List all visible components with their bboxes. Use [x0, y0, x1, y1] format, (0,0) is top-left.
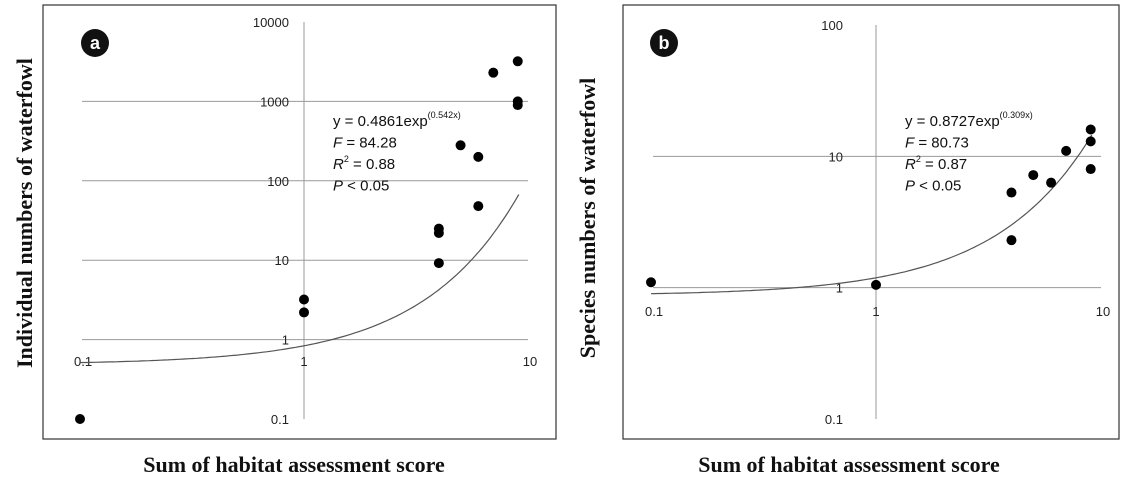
r-superscript: 2	[344, 154, 349, 164]
x-tick-label: 10	[1096, 304, 1110, 319]
y-tick-label: 100	[267, 174, 289, 189]
x-tick-label: 10	[523, 354, 537, 369]
r-symbol: R	[333, 156, 344, 173]
x-tick-label: 0.1	[645, 304, 663, 319]
r-value: = 0.88	[349, 156, 395, 173]
data-point	[1006, 235, 1017, 246]
data-point	[1046, 177, 1057, 188]
f-symbol: F	[333, 135, 343, 152]
p-value: P < 0.05	[905, 178, 961, 195]
y-tick-label: 1	[836, 281, 843, 296]
x-tick-label: 1	[300, 354, 307, 369]
x-tick-label: 1	[872, 304, 879, 319]
panel-badge	[81, 29, 109, 57]
fit-curve	[79, 194, 520, 364]
data-point	[488, 67, 499, 78]
equation-exponent: (0.542x)	[428, 110, 461, 120]
r-value: = 0.87	[921, 156, 967, 173]
x-tick-label: 0.1	[74, 354, 92, 369]
equation-text: y = 0.4861exp(0.542x)	[333, 110, 461, 130]
data-point	[473, 201, 484, 212]
f-statistic: F = 84.28	[333, 135, 397, 152]
p-text: < 0.05	[343, 178, 389, 195]
panel-label: a	[90, 33, 101, 53]
equation-text: y = 0.8727exp(0.309x)	[905, 110, 1033, 130]
data-point	[1061, 145, 1072, 156]
data-point	[455, 140, 466, 151]
p-value: P < 0.05	[333, 178, 389, 195]
r-squared: R2 = 0.88	[333, 154, 395, 173]
data-point	[646, 277, 656, 288]
fit-curve	[650, 134, 1093, 295]
p-symbol: P	[905, 178, 915, 195]
data-point	[1006, 187, 1017, 198]
x-axis-label: Sum of habitat assessment score	[143, 452, 445, 477]
data-point	[75, 414, 85, 424]
panel-label: b	[659, 33, 670, 53]
x-axis-label: Sum of habitat assessment score	[698, 452, 1000, 477]
data-point	[433, 228, 444, 239]
y-tick-label: 10	[275, 253, 289, 268]
p-symbol: P	[333, 178, 343, 195]
data-point	[473, 151, 484, 162]
chart-a: 0.1 1 10 100 1000 10000 0.1 1 10 a y = 0.4861exp(0…	[42, 4, 557, 440]
data-point	[299, 307, 309, 318]
y-tick-label: 1	[282, 333, 289, 348]
y-tick-label: 0.1	[271, 412, 289, 427]
f-value: = 84.28	[342, 135, 397, 152]
panel-badge	[650, 29, 678, 57]
f-value: = 80.73	[914, 135, 969, 152]
r-symbol: R	[905, 156, 916, 173]
data-point	[512, 100, 523, 111]
data-point	[1085, 124, 1096, 135]
p-text: < 0.05	[915, 178, 961, 195]
data-point	[1028, 170, 1039, 181]
chart-b: 0.1 1 10 100 0.1 1 10 b y = 0.8727exp(0.309x) F =…	[622, 4, 1120, 440]
data-point	[433, 258, 444, 269]
equation-exponent: (0.309x)	[1000, 110, 1033, 120]
panel-b: Species numbers of waterfowl 0.1 1 10 100 0.…	[563, 0, 1126, 486]
r-squared: R2 = 0.87	[905, 154, 967, 173]
f-statistic: F = 80.73	[905, 135, 969, 152]
y-tick-label: 1000	[260, 94, 289, 109]
data-point	[1085, 136, 1096, 147]
plot-frame	[622, 4, 1120, 440]
f-symbol: F	[905, 135, 915, 152]
data-point	[299, 294, 309, 305]
data-point	[512, 56, 523, 67]
panel-a: Individual numbers of waterfowl 0.1 1 10 10…	[12, 4, 557, 477]
y-tick-label: 10000	[253, 15, 289, 30]
plot-frame	[42, 4, 557, 440]
data-point	[871, 279, 881, 290]
data-point	[1085, 164, 1096, 175]
y-tick-label: 10	[829, 149, 843, 164]
r-superscript: 2	[916, 154, 921, 164]
y-tick-label: 0.1	[825, 412, 843, 427]
y-tick-label: 100	[821, 18, 843, 33]
